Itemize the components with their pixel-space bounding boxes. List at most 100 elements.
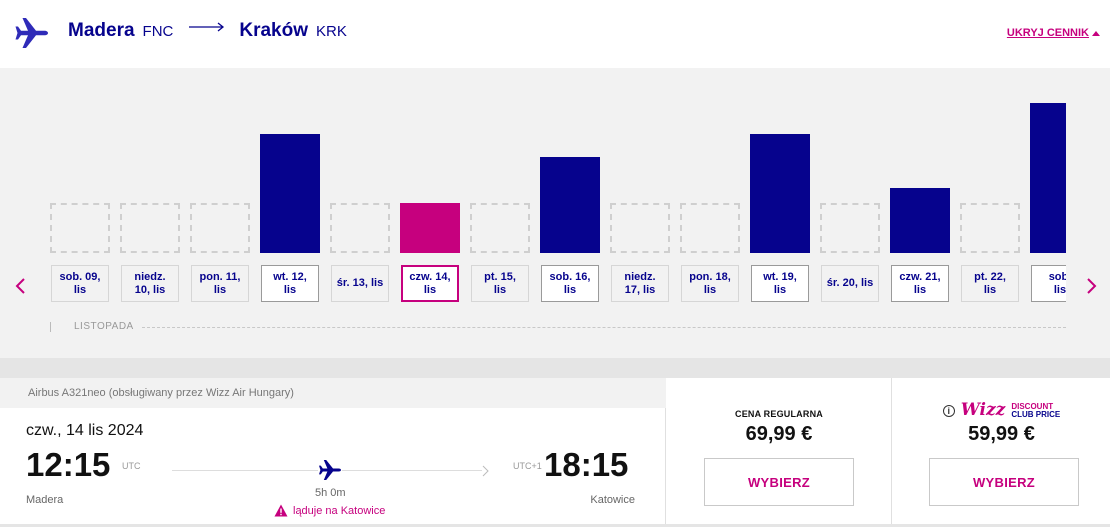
price-calendar: sob. 09, lis niedz. 10, lis pon. 11, lis wt. 1… — [0, 68, 1110, 358]
airplane-icon — [15, 18, 48, 48]
hide-prices-label: UKRYJ CENNIK — [1006, 27, 1089, 39]
date-label-line2: lis — [563, 283, 577, 296]
date-label-line2: lis — [983, 283, 997, 296]
calendar-day: niedz. 17, lis — [610, 68, 670, 308]
price-bar[interactable] — [890, 188, 950, 253]
price-bar-empty — [50, 203, 110, 253]
date-label-line1: wt. 12, — [273, 270, 307, 283]
date-button[interactable]: sob.lis — [1031, 265, 1066, 302]
flight-duration: 5h 0m — [315, 487, 346, 499]
discount-club-header: i Wizz DISCOUNT CLUB PRICE — [893, 402, 1110, 419]
route-summary: Madera FNC Kraków KRK — [68, 20, 347, 42]
date-label-line2: lis — [1053, 283, 1066, 296]
departure-timezone: UTC — [122, 461, 141, 471]
club-price-value: 59,99 € — [968, 423, 1035, 445]
calendar-day[interactable]: sob. 16, lis — [540, 68, 600, 308]
calendar-day: pt. 22, lis — [960, 68, 1020, 308]
date-label: pon. 11, lis — [200, 271, 241, 297]
date-label: pt. 15, lis — [484, 271, 516, 297]
calendar-day[interactable]: wt. 12, lis — [260, 68, 320, 308]
price-bar-empty — [120, 203, 180, 253]
wizz-logo: Wizz — [960, 400, 1006, 420]
date-button[interactable]: wt. 19, lis — [751, 265, 809, 302]
calendar-day: pon. 18, lis — [680, 68, 740, 308]
calendar-days: sob. 09, lis niedz. 10, lis pon. 11, lis wt. 1… — [50, 68, 1066, 308]
chevron-right-icon — [482, 465, 489, 477]
date-label: śr. 20, lis — [827, 277, 873, 290]
calendar-day[interactable]: czw. 21, lis — [890, 68, 950, 308]
chevron-left-icon[interactable] — [14, 276, 28, 296]
regular-price-value: 69,99 € — [745, 423, 813, 445]
discount-club-line1: DISCOUNT — [1011, 401, 1054, 411]
price-bar-selected[interactable] — [400, 203, 460, 253]
date-label-line1: pon. 11, — [199, 270, 241, 283]
aircraft-info: Airbus A321neo (obsługiwany przez Wizz A… — [0, 378, 666, 408]
discount-club-label: DISCOUNT CLUB PRICE — [1011, 401, 1060, 419]
date-label-line1: sob. — [1048, 270, 1066, 283]
calendar-day[interactable]: sob.lis — [1030, 68, 1066, 308]
date-label-line1: śr. 13, lis — [336, 277, 384, 289]
select-club-button[interactable]: WYBIERZ — [929, 458, 1079, 506]
calendar-day[interactable]: wt. 19, lis — [750, 68, 810, 308]
date-label-line2: lis — [73, 283, 87, 296]
date-button[interactable]: wt. 12, lis — [261, 265, 319, 302]
calendar-day[interactable]: czw. 14, lis — [400, 68, 460, 308]
date-label-line2: lis — [773, 283, 787, 296]
price-bar-empty — [330, 203, 390, 253]
date-label-line1: niedz. — [134, 270, 166, 283]
date-label-line1: czw. 21, — [899, 270, 941, 283]
date-label-line2: lis — [703, 283, 717, 296]
calendar-day: niedz. 10, lis — [120, 68, 180, 308]
date-button[interactable]: czw. 14, lis — [401, 265, 459, 302]
price-bar[interactable] — [260, 134, 320, 253]
date-label: sob.lis — [1049, 271, 1066, 297]
price-bar[interactable] — [540, 157, 600, 253]
info-icon[interactable]: i — [942, 404, 955, 417]
date-label: wt. 12, lis — [273, 271, 307, 297]
date-label: czw. 21, lis — [899, 271, 940, 297]
price-bar[interactable] — [1030, 103, 1066, 253]
date-label-line1: sob. 09, — [59, 270, 101, 283]
flight-timeline — [172, 458, 490, 482]
date-label: czw. 14, lis — [409, 271, 450, 297]
price-bar-empty — [470, 203, 530, 253]
date-label-line1: czw. 14, — [409, 270, 451, 283]
date-label: pt. 22, lis — [974, 271, 1006, 297]
calendar-day: pt. 15, lis — [470, 68, 530, 308]
date-label: pon. 18, lis — [689, 271, 731, 297]
calendar-day: śr. 13, lis — [330, 68, 390, 308]
month-divider — [142, 327, 1066, 328]
calendar-day: śr. 20, lis — [820, 68, 880, 308]
date-button: niedz. 17, lis — [611, 265, 669, 302]
price-bar-empty — [680, 203, 740, 253]
date-button: pon. 11, lis — [191, 265, 249, 302]
destination-city: Kraków — [239, 20, 308, 41]
date-button: śr. 20, lis — [821, 265, 879, 302]
date-button[interactable]: czw. 21, lis — [891, 265, 949, 302]
date-label: niedz. 17, lis — [624, 271, 655, 297]
warning-icon — [274, 504, 288, 517]
date-button: pt. 15, lis — [471, 265, 529, 302]
price-bar-empty — [960, 203, 1020, 253]
date-label: sob. 09, lis — [60, 271, 101, 297]
regular-price-option: CENA REGULARNA 69,99 € WYBIERZ — [667, 378, 892, 527]
chevron-right-icon[interactable] — [1084, 276, 1098, 296]
date-label: wt. 19, lis — [763, 271, 797, 297]
departure-city: Madera — [26, 494, 64, 506]
flight-date: czw., 14 lis 2024 — [26, 422, 144, 439]
date-button[interactable]: sob. 16, lis — [541, 265, 599, 302]
hide-prices-link[interactable]: UKRYJ CENNIK — [1007, 27, 1100, 39]
regular-price-label: CENA REGULARNA — [735, 409, 823, 419]
month-indicator: LISTOPADA — [50, 321, 1066, 334]
club-price-option: i Wizz DISCOUNT CLUB PRICE 59,99 € WYBIE… — [893, 378, 1110, 527]
price-bar[interactable] — [750, 134, 810, 253]
date-label: śr. 13, lis — [337, 277, 383, 290]
chevron-up-icon — [1092, 30, 1100, 36]
date-label-line2: 17, lis — [624, 283, 656, 296]
arrival-timezone: UTC+1 — [513, 461, 542, 471]
select-regular-button[interactable]: WYBIERZ — [704, 458, 854, 506]
arrival-time: 18:15 — [544, 446, 629, 483]
origin-code: FNC — [142, 23, 174, 40]
date-label: sob. 16, lis — [550, 271, 591, 297]
section-divider — [0, 358, 1110, 378]
